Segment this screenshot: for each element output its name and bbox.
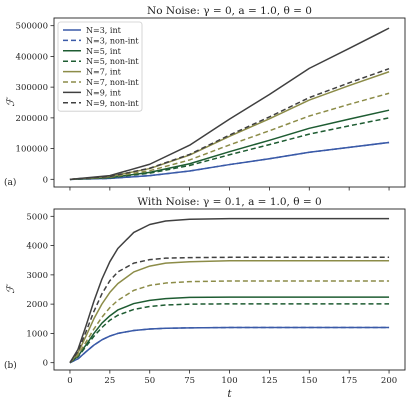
legend-entry: N=3, int: [86, 26, 122, 35]
y-tick-label: 400000: [16, 52, 48, 62]
panel-tag: (a): [4, 177, 16, 188]
y-tick-label: 0: [43, 359, 48, 369]
legend-entry: N=9, non-int: [86, 99, 139, 108]
x-tick-label: 75: [184, 376, 195, 386]
series-line-5: [69, 280, 390, 364]
series-line-7: [69, 67, 390, 181]
legend-entry: N=7, non-int: [86, 78, 139, 87]
series-group: [69, 217, 390, 364]
plot-frame: [53, 208, 406, 371]
y-tick-label: 1000: [26, 329, 48, 339]
legend-entry: N=5, non-int: [86, 57, 139, 66]
y-axis-label: ℱ: [5, 284, 17, 294]
series-line-7: [69, 256, 390, 364]
y-tick-label: 100000: [16, 145, 48, 155]
series-group: [69, 27, 390, 181]
x-axis-label: t: [227, 388, 232, 400]
chart-title: No Noise: γ = 0, a = 1.0, θ = 0: [147, 5, 312, 17]
y-tick-label: 2000: [26, 300, 48, 310]
panel-b: 0 25 50 75 100 125 150 175 200010002000300040005…: [4, 196, 406, 400]
chart-title: With Noise: γ = 0.1, a = 1.0, θ = 0: [137, 196, 321, 208]
y-tick-label: 3000: [26, 271, 48, 281]
series-line-6: [69, 217, 390, 364]
legend-box: [57, 21, 143, 112]
y-tick-label: 0: [43, 175, 48, 185]
x-tick-label: 50: [144, 376, 155, 386]
legend-entry: N=9, int: [86, 88, 122, 97]
y-axis-label: ℱ: [5, 97, 17, 107]
x-tick-label: 100: [221, 376, 237, 386]
series-line-3: [69, 117, 390, 181]
series-line-6: [69, 27, 390, 181]
series-line-2: [69, 296, 390, 364]
y-tick-label: 5000: [26, 212, 48, 222]
legend-entry: N=5, int: [86, 47, 122, 56]
series-line-4: [69, 260, 390, 364]
x-tick-label: 125: [261, 376, 277, 386]
panel-a: 0 100000 200000 300000 400000 500000 No Noise:…: [4, 5, 406, 191]
y-tick-label: 4000: [26, 242, 48, 252]
x-tick-label: 150: [301, 376, 317, 386]
x-tick-label: 200: [381, 376, 397, 386]
legend-entry: N=7, int: [86, 68, 122, 77]
series-line-1: [69, 141, 390, 181]
panel-tag: (b): [4, 360, 17, 371]
series-line-5: [69, 92, 390, 181]
x-tick-label: 0: [67, 376, 72, 386]
x-tick-label: 25: [104, 376, 115, 386]
y-tick-label: 500000: [16, 22, 48, 32]
x-tick-label: 175: [341, 376, 357, 386]
series-line-1: [69, 326, 390, 364]
series-line-2: [69, 109, 390, 181]
series-line-4: [69, 71, 390, 181]
y-tick-label: 200000: [16, 114, 48, 124]
legend-entry: N=3, non-int: [86, 36, 139, 45]
y-tick-label: 300000: [16, 83, 48, 93]
series-line-3: [69, 303, 390, 364]
